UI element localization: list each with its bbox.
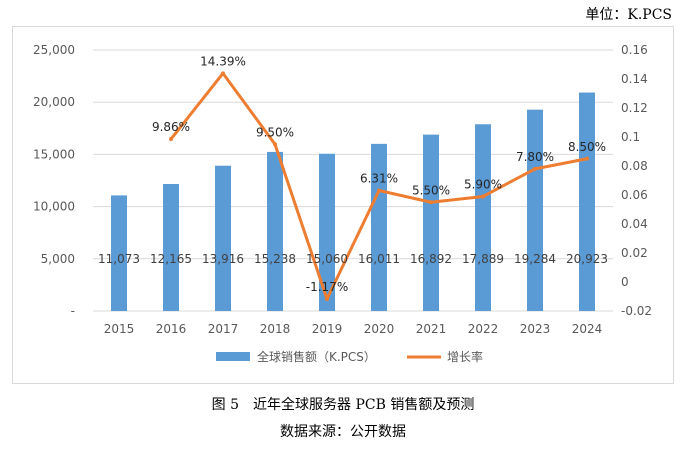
growth-value-label: 5.50% (412, 183, 450, 197)
growth-value-label: 9.50% (256, 125, 294, 139)
x-tick-label: 2024 (572, 322, 603, 336)
x-tick-label: 2018 (260, 322, 291, 336)
growth-value-label: 8.50% (568, 140, 606, 154)
chart-frame: 11,073 12,165 13,916 15,238 15,060 16,011 16,8… (12, 26, 674, 384)
x-tick-label: 2023 (520, 322, 551, 336)
x-tick-label: 2022 (468, 322, 499, 336)
y-right-tick-label: 0.02 (621, 246, 648, 260)
bar-2015[interactable] (111, 195, 127, 311)
bar-2019[interactable] (319, 153, 335, 311)
bar-value-label: 15,238 (254, 252, 296, 266)
y-left-tick-label: 10,000 (33, 200, 75, 214)
figure-caption: 图 5 近年全球服务器 PCB 销售额及预测 (211, 397, 475, 413)
bar-2017[interactable] (215, 165, 231, 311)
growth-value-label: 7.80% (516, 150, 554, 164)
bar-value-label: 15,060 (306, 252, 348, 266)
y-right-tick-label: 0.04 (621, 217, 648, 231)
combo-chart: 11,073 12,165 13,916 15,238 15,060 16,011 16,8… (33, 43, 652, 364)
y-right-tick-label: 0.08 (621, 159, 648, 173)
y-left-tick-label: 15,000 (33, 147, 75, 161)
bar-value-label: 19,284 (514, 252, 556, 266)
bar-2022[interactable] (475, 124, 491, 312)
y-right-tick-label: 0.16 (621, 43, 648, 57)
bar-value-label: 12,165 (150, 252, 192, 266)
bar-2020[interactable] (371, 143, 387, 311)
y-right-tick-label: 0.12 (621, 101, 648, 115)
growth-value-label: 14.39% (200, 54, 246, 68)
growth-point[interactable] (169, 137, 173, 142)
unit-label: 单位：K.PCS (585, 7, 672, 23)
growth-point[interactable] (221, 71, 225, 76)
y-right-tick-label: 0.1 (621, 130, 640, 144)
growth-point[interactable] (481, 194, 485, 199)
growth-point[interactable] (325, 296, 329, 301)
legend-bar-label: 全球销售额（K.PCS） (257, 349, 376, 364)
legend-bar-swatch (216, 352, 250, 361)
x-tick-label: 2021 (416, 322, 447, 336)
growth-point[interactable] (377, 188, 381, 193)
bar-value-label: 16,892 (410, 252, 452, 266)
bar-2016[interactable] (163, 183, 179, 311)
growth-value-label: 6.31% (360, 172, 398, 186)
growth-point[interactable] (273, 142, 277, 147)
bar-2018[interactable] (267, 151, 283, 311)
y-right-tick-label: 0.06 (621, 188, 648, 202)
x-tick-label: 2017 (208, 322, 239, 336)
growth-point[interactable] (429, 200, 433, 205)
x-tick-label: 2019 (312, 322, 343, 336)
y-left-tick-label: - (71, 304, 75, 318)
y-right-tick-label: 0 (621, 275, 629, 289)
bar-value-label: 20,923 (566, 252, 608, 266)
bar-value-label: 11,073 (98, 252, 140, 266)
legend-line-label: 增长率 (447, 349, 483, 364)
growth-value-label: -1.17% (306, 280, 348, 294)
y-right-tick-label: 0.14 (621, 72, 648, 86)
y-right-tick-label: -0.02 (621, 304, 652, 318)
x-tick-label: 2015 (104, 322, 135, 336)
y-left-tick-label: 20,000 (33, 95, 75, 109)
growth-point[interactable] (585, 156, 589, 161)
data-source: 数据来源：公开数据 (280, 424, 406, 440)
growth-value-label: 5.90% (464, 177, 502, 191)
bar-value-label: 13,916 (202, 252, 244, 266)
y-left-tick-label: 25,000 (33, 43, 75, 57)
bar-2023[interactable] (527, 109, 543, 311)
bar-value-label: 16,011 (358, 252, 400, 266)
x-tick-label: 2016 (156, 322, 187, 336)
bar-value-label: 17,889 (462, 252, 504, 266)
growth-value-label: 9.86% (152, 120, 190, 134)
y-left-tick-label: 5,000 (41, 252, 75, 266)
bar-2024[interactable] (579, 92, 595, 312)
bar-2021[interactable] (423, 134, 439, 311)
growth-point[interactable] (533, 166, 537, 171)
x-tick-label: 2020 (364, 322, 395, 336)
